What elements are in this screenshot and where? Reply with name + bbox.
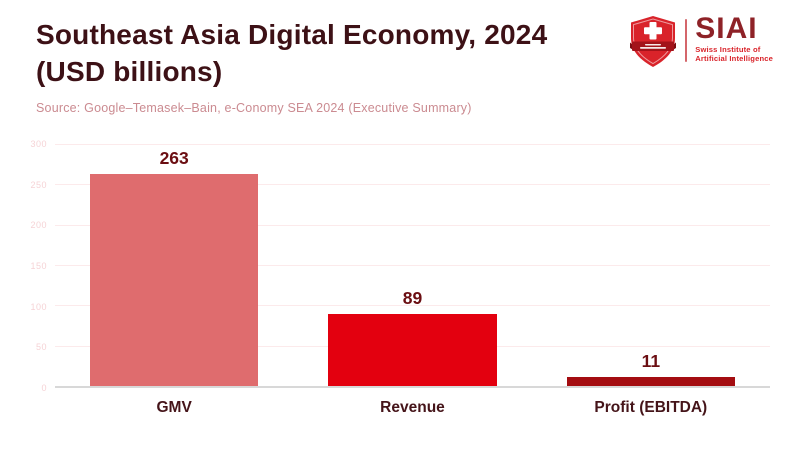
category-label-revenue: Revenue: [380, 399, 445, 416]
logo-subtitle: Swiss Institute of Artificial Intelligen…: [695, 45, 773, 63]
logo-divider: [685, 19, 688, 62]
page-title-line2: (USD billions): [36, 56, 223, 87]
y-tick-label-100: 100: [30, 301, 47, 312]
siai-logo: SIAI Swiss Institute of Artificial Intel…: [629, 12, 773, 69]
white-cross: [644, 22, 663, 40]
page-title-line1: Southeast Asia Digital Economy, 2024: [36, 19, 548, 50]
y-tick-label-250: 250: [30, 179, 47, 190]
category-label-gmv: GMV: [156, 399, 192, 416]
category-label-profit-ebitda: Profit (EBITDA): [594, 399, 708, 416]
y-tick-label-300: 300: [30, 139, 47, 149]
logo-subtitle-line1: Swiss Institute of: [695, 45, 761, 54]
swiss-shield-cross-icon: [630, 16, 677, 67]
y-tick-label-50: 50: [35, 342, 47, 353]
source-note: Source: Google–Temasek–Bain, e-Conomy SE…: [36, 101, 472, 115]
bar-revenue: [328, 314, 497, 386]
bar-profit-ebitda: [566, 377, 735, 386]
bar-value-label-gmv: 263: [159, 147, 189, 168]
bar-gmv: [90, 173, 259, 386]
bar-value-label-revenue: 89: [402, 288, 423, 309]
logo-acronym: SIAI: [695, 12, 758, 45]
logo-subtitle-line2: Artificial Intelligence: [695, 53, 773, 63]
plot-area: 263 89 11: [55, 144, 770, 388]
bar-column-revenue: 89: [293, 144, 531, 386]
y-tick-label-150: 150: [30, 261, 47, 271]
page-title: Southeast Asia Digital Economy, 2024 (US…: [36, 16, 547, 90]
ribbon-banner: [630, 41, 677, 51]
y-tick-label-200: 200: [30, 220, 47, 231]
logo-text: SIAI Swiss Institute of Artificial Intel…: [695, 12, 773, 63]
x-axis-labels: GMV Revenue Profit (EBITDA): [55, 399, 770, 417]
bar-value-label-profit-ebitda: 11: [641, 351, 661, 372]
bar-column-gmv: 263: [55, 144, 293, 386]
y-tick-label-0: 0: [41, 383, 47, 393]
y-axis-ticks: 0 50 100 150 200 250 300: [0, 139, 47, 393]
bar-column-profit-ebitda: 11: [532, 144, 770, 386]
